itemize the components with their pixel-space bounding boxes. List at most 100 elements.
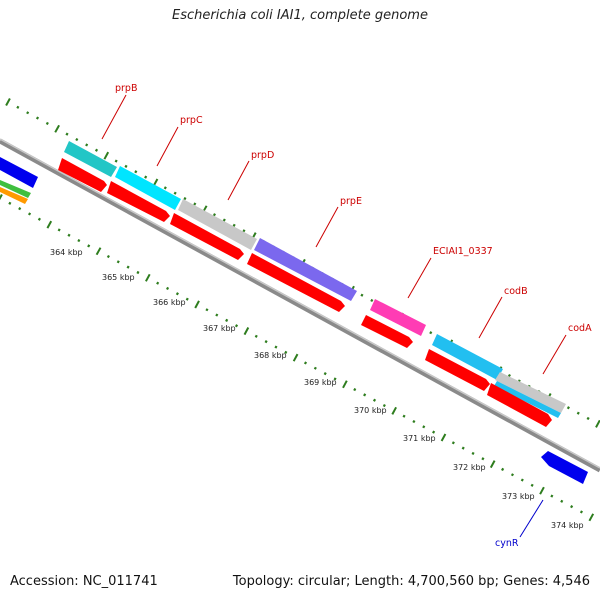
major-tick [103, 151, 110, 160]
major-tick [391, 406, 397, 415]
cds-codB[interactable] [425, 349, 490, 391]
minor-tick [156, 281, 160, 285]
minor-tick [8, 201, 12, 205]
minor-tick [234, 324, 239, 328]
kbp-label: 365 kbp [102, 273, 135, 282]
minor-tick [429, 331, 433, 335]
cds-prpD[interactable] [170, 213, 244, 260]
minor-tick [586, 416, 590, 421]
cds-codA[interactable] [487, 383, 552, 427]
label-prpC: prpC [180, 115, 203, 126]
minor-tick [205, 308, 209, 312]
leader-prpC [156, 126, 179, 167]
tick-rings [0, 98, 600, 522]
minor-tick [303, 361, 308, 365]
gene-codA-lower[interactable] [494, 381, 561, 418]
minor-tick [501, 467, 505, 472]
minor-tick [163, 186, 167, 190]
minor-tick [65, 132, 69, 136]
minor-tick [215, 313, 219, 317]
gene-cynR[interactable] [541, 451, 588, 484]
cds-prpB[interactable] [58, 158, 107, 192]
gene-labels: prpB prpC prpD prpE ECIAI1_0337 codB cod… [115, 83, 592, 549]
minor-tick [57, 228, 61, 232]
label-ECIAI1_0337: ECIAI1_0337 [433, 246, 493, 257]
leader-prpD [227, 160, 250, 201]
gene-codB[interactable] [432, 334, 503, 380]
cds-prpC[interactable] [107, 181, 170, 222]
minor-tick [28, 212, 32, 216]
minor-tick [507, 373, 511, 378]
gene-prpD[interactable] [178, 199, 257, 250]
leader-ECIAI1_0337 [407, 257, 432, 299]
major-tick [145, 273, 151, 282]
cds-prpE[interactable] [247, 253, 345, 312]
label-prpB: prpB [115, 83, 137, 94]
minor-tick [576, 411, 580, 415]
minor-tick [144, 175, 148, 179]
gene-prpC[interactable] [115, 166, 181, 210]
minor-tick [45, 121, 49, 126]
major-tick [489, 460, 496, 469]
kbp-label: 372 kbp [453, 463, 486, 472]
leader-codA [542, 334, 567, 375]
minor-tick [16, 105, 20, 109]
minor-tick [35, 116, 40, 120]
minor-tick [520, 478, 524, 482]
minor-tick [173, 191, 177, 195]
minor-tick [67, 233, 71, 237]
minor-tick [360, 293, 364, 297]
leader-prpE [315, 206, 339, 248]
minor-tick [254, 334, 258, 338]
minor-tick [353, 387, 357, 392]
label-prpE: prpE [340, 196, 362, 207]
minor-tick [363, 393, 367, 397]
major-tick [539, 486, 545, 495]
kbp-label: 364 kbp [50, 248, 83, 257]
minor-tick [75, 137, 79, 142]
gene-codA[interactable] [495, 372, 566, 413]
minor-tick [18, 207, 22, 211]
left-partial-genes [0, 157, 38, 204]
cds-ECIAI1_0337[interactable] [361, 315, 413, 348]
minor-tick [136, 270, 140, 275]
minor-tick [114, 159, 118, 163]
minor-tick [87, 244, 91, 248]
minor-tick [481, 457, 485, 461]
minor-tick [432, 430, 436, 434]
kbp-label: 366 kbp [153, 298, 186, 307]
minor-tick [26, 111, 30, 115]
gene-prpE[interactable] [254, 238, 357, 301]
minor-tick [232, 223, 236, 227]
minor-tick [37, 217, 41, 221]
kbp-label: 368 kbp [254, 351, 287, 360]
major-tick [5, 98, 11, 106]
leader-prpB [101, 94, 127, 140]
label-codB: codB [504, 286, 528, 297]
minor-tick [313, 366, 317, 370]
genome-backbone [0, 138, 600, 473]
minor-tick [372, 398, 377, 402]
minor-tick [242, 229, 246, 233]
major-tick [595, 419, 600, 428]
minor-tick [422, 425, 426, 429]
genome-backbone-highlight [0, 138, 600, 469]
gene-partial-blue [0, 157, 38, 188]
minor-tick [126, 265, 130, 269]
gene-prpB[interactable] [64, 141, 117, 177]
accession-text: Accession: NC_011741 [10, 574, 158, 589]
minor-tick [274, 345, 278, 349]
minor-tick [85, 143, 89, 147]
minor-tick [323, 372, 327, 376]
label-leaders [101, 94, 567, 538]
kbp-label: 369 kbp [304, 378, 337, 387]
minor-tick [225, 318, 229, 322]
gene-features [58, 141, 588, 484]
major-tick [0, 194, 3, 201]
kbp-label: 371 kbp [403, 434, 436, 443]
minor-tick [124, 164, 128, 168]
minor-tick [222, 218, 226, 222]
gene-ECIAI1_0337[interactable] [370, 299, 426, 336]
minor-tick [530, 483, 534, 487]
